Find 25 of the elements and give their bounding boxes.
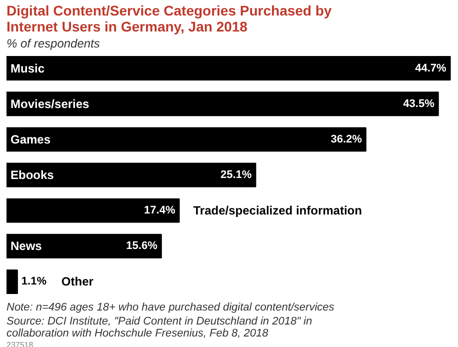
- y-tick-label: Other: [61, 274, 94, 289]
- bar: [6, 162, 256, 188]
- y-tick-label: Trade/specialized information: [193, 204, 362, 218]
- data-label: 1.1%: [21, 276, 47, 288]
- text: Note: n=496 ages 18+ who have purchased digital content/services: [6, 302, 335, 314]
- data-label: 15.6%: [126, 240, 158, 252]
- data-label: 43.5%: [403, 98, 435, 110]
- data-label: 25.1%: [220, 169, 252, 181]
- bar: [6, 269, 18, 294]
- bar: [6, 127, 366, 152]
- y-tick-label: News: [10, 239, 42, 254]
- bar: [6, 198, 180, 223]
- data-label: 17.4%: [144, 204, 176, 217]
- data-label: 44.7%: [415, 62, 446, 74]
- chart-title: Digital Content/Service Categories Purchased by Internet Users in Germany, Jan 2018: [6, 2, 332, 34]
- chart-subtitle: % of respondents: [6, 36, 100, 50]
- y-tick-label: Music: [10, 61, 45, 76]
- bar: [6, 92, 439, 116]
- y-tick-label: Ebooks: [10, 168, 54, 182]
- bar: [6, 234, 162, 258]
- bar: [6, 56, 451, 81]
- source-note: Source: DCI Institute, "Paid Content in Deutschland in 2018" in collaboration with Hochschule Fresenius, Feb 8, 2018: [6, 316, 312, 340]
- data-label: 36.2%: [330, 133, 362, 146]
- y-tick-label: Games: [10, 132, 51, 146]
- y-tick-label: Movies/series: [10, 96, 90, 111]
